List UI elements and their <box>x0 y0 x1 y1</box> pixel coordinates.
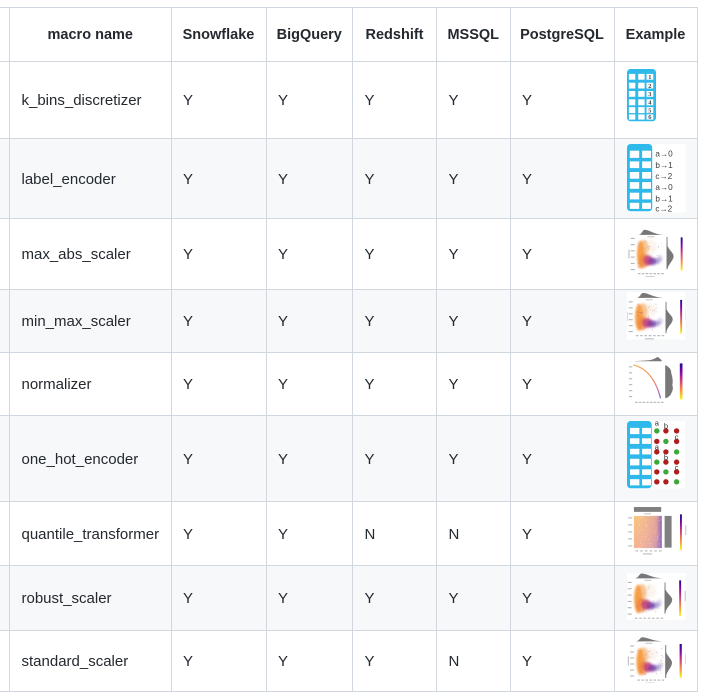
svg-text:a: a <box>655 421 660 428</box>
svg-text:a→0: a→0 <box>655 150 673 159</box>
svg-text:b→1: b→1 <box>655 194 673 203</box>
svg-text:c: c <box>675 432 679 441</box>
svg-text:5: 5 <box>649 108 652 115</box>
svg-text:3: 3 <box>649 91 652 98</box>
svg-text:b: b <box>664 453 668 462</box>
svg-text:2: 2 <box>649 83 652 90</box>
svg-text:a→0: a→0 <box>655 183 673 192</box>
svg-text:c→2: c→2 <box>655 172 672 181</box>
svg-text:b: b <box>664 421 668 430</box>
svg-text:4: 4 <box>649 100 653 107</box>
svg-text:c→2: c→2 <box>655 204 672 213</box>
svg-text:a: a <box>655 442 660 451</box>
svg-text:6: 6 <box>649 114 653 121</box>
svg-text:c: c <box>675 463 679 472</box>
svg-text:b→1: b→1 <box>655 161 673 170</box>
svg-text:1: 1 <box>649 74 652 81</box>
